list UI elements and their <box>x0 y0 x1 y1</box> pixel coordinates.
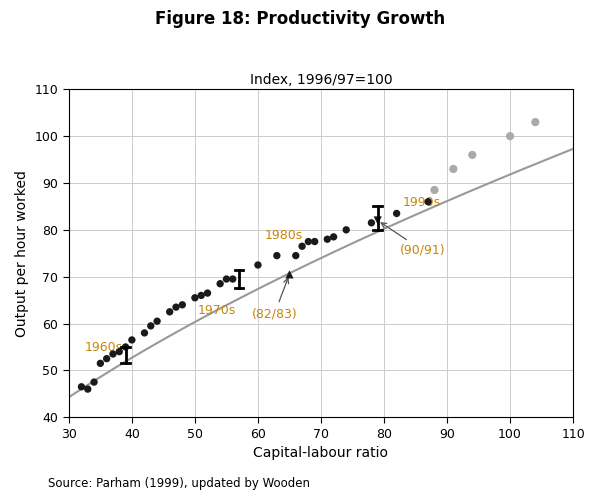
Point <box>424 198 433 206</box>
Point <box>304 238 313 246</box>
Point <box>449 165 458 173</box>
Point <box>297 242 307 250</box>
Point <box>165 308 175 316</box>
Point <box>203 289 212 297</box>
Point <box>121 343 130 351</box>
Point <box>196 292 206 299</box>
Point <box>89 378 99 386</box>
Title: Index, 1996/97=100: Index, 1996/97=100 <box>250 73 392 87</box>
Point <box>467 151 477 159</box>
X-axis label: Capital-labour ratio: Capital-labour ratio <box>253 446 388 460</box>
Point <box>530 118 540 126</box>
Point <box>83 385 92 393</box>
Point <box>140 329 149 337</box>
Point <box>253 261 263 269</box>
Point <box>310 238 319 246</box>
Point <box>190 294 200 302</box>
Point <box>322 235 332 243</box>
Point <box>152 317 162 325</box>
Point <box>291 251 301 259</box>
Text: 1960s: 1960s <box>85 341 123 354</box>
Point <box>430 186 439 194</box>
Point <box>505 132 515 140</box>
Text: (90/91): (90/91) <box>381 223 445 257</box>
Text: 1970s: 1970s <box>198 303 236 316</box>
Text: 1990s: 1990s <box>403 196 441 209</box>
Text: (82/83): (82/83) <box>251 278 298 320</box>
Point <box>102 355 112 363</box>
Point <box>221 275 231 283</box>
Point <box>171 303 181 311</box>
Point <box>367 219 376 227</box>
Point <box>341 226 351 234</box>
Y-axis label: Output per hour worked: Output per hour worked <box>15 170 29 337</box>
Text: Figure 18: Productivity Growth: Figure 18: Productivity Growth <box>155 10 445 28</box>
Point <box>373 216 383 224</box>
Point <box>228 275 238 283</box>
Point <box>329 233 338 241</box>
Text: 1980s: 1980s <box>264 229 302 242</box>
Point <box>146 322 155 330</box>
Point <box>178 301 187 309</box>
Text: Source: Parham (1999), updated by Wooden: Source: Parham (1999), updated by Wooden <box>48 477 310 490</box>
Point <box>77 383 86 391</box>
Point <box>215 280 225 288</box>
Point <box>127 336 137 344</box>
Point <box>392 209 401 217</box>
Point <box>108 350 118 358</box>
Point <box>95 359 105 367</box>
Point <box>272 251 281 259</box>
Point <box>115 347 124 355</box>
Point <box>284 270 294 278</box>
